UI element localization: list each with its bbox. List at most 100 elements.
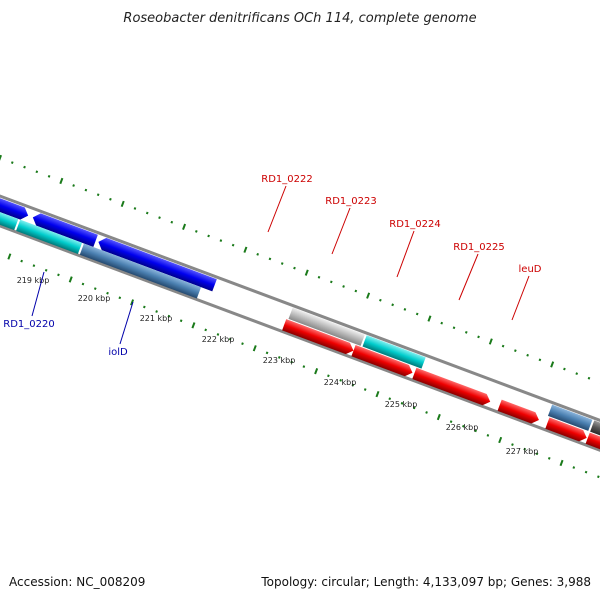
inner-tick-ring (7, 253, 600, 479)
minor-tick (20, 259, 23, 263)
minor-tick (10, 161, 14, 164)
minor-tick (317, 275, 321, 279)
minor-tick (84, 188, 88, 192)
gene-rd1-0225[interactable] (497, 399, 542, 426)
major-tick (498, 436, 503, 444)
gene-red-2[interactable] (351, 345, 414, 378)
minor-tick (204, 328, 208, 332)
gene-label-rd1-0222[interactable]: RD1_0222 (261, 174, 312, 185)
gene-blue-3[interactable] (96, 236, 217, 292)
minor-tick (339, 378, 342, 382)
leader-leud (511, 275, 530, 321)
minor-tick (327, 374, 330, 378)
minor-tick (535, 452, 539, 456)
map-strip (0, 182, 600, 465)
minor-tick (32, 264, 36, 268)
gene-iold[interactable] (79, 243, 202, 299)
major-tick (550, 361, 555, 368)
scale-labels: 219 kbp 220 kbp 221 kbp 222 kbp 223 kbp … (17, 276, 539, 456)
minor-tick (118, 296, 122, 300)
leader-rd1-0223 (331, 207, 351, 255)
major-tick (0, 154, 2, 162)
gene-cyan-1[interactable] (0, 197, 19, 231)
minor-tick (219, 239, 223, 242)
minor-tick (452, 326, 456, 330)
outer-tick-ring (0, 154, 600, 385)
minor-tick (379, 298, 382, 302)
major-tick (314, 368, 319, 375)
gene-blue-2[interactable] (31, 211, 98, 247)
minor-tick (145, 211, 149, 215)
minor-tick (170, 220, 174, 224)
gene-label-rd1-0224[interactable]: RD1_0224 (389, 219, 440, 230)
major-tick (252, 345, 257, 352)
minor-tick (293, 266, 296, 270)
scale-label: 222 kbp (202, 335, 235, 344)
minor-tick (96, 193, 100, 197)
minor-tick (302, 365, 306, 368)
backbone-outer (0, 182, 600, 438)
gene-cyan-2[interactable] (16, 219, 83, 254)
gene-labels: RD1_0220 iolD RD1_0222 RD1_0223 RD1_0224… (3, 174, 542, 358)
minor-tick (329, 280, 333, 284)
map-title: Roseobacter denitrificans OCh 114, compl… (123, 11, 476, 26)
minor-tick (464, 330, 468, 334)
minor-tick (412, 406, 416, 410)
minor-tick (81, 282, 85, 286)
major-tick (130, 299, 135, 306)
leader-rd1-0222 (267, 185, 287, 233)
minor-tick (462, 424, 465, 428)
minor-tick (290, 360, 293, 364)
gene-red-5[interactable] (545, 417, 589, 444)
minor-tick (563, 367, 566, 371)
gene-label-rd1-0220[interactable]: RD1_0220 (3, 319, 54, 330)
major-tick (182, 223, 187, 230)
gene-blue-1[interactable] (0, 185, 30, 222)
gene-rd1-0222[interactable] (288, 307, 365, 346)
gene-rd1-0223[interactable] (362, 335, 426, 369)
minor-tick (143, 305, 146, 309)
leader-lines (31, 185, 530, 345)
minor-tick (449, 420, 453, 424)
scale-label: 223 kbp (263, 356, 296, 365)
leader-rd1-0225 (458, 253, 479, 301)
gene-label-rd1-0225[interactable]: RD1_0225 (453, 242, 504, 253)
scale-label: 225 kbp (385, 400, 418, 409)
accession-text: Accession: NC_008209 (9, 575, 145, 589)
minor-tick (363, 388, 367, 391)
minor-tick (597, 475, 600, 479)
minor-tick (35, 170, 39, 174)
minor-tick (106, 291, 109, 295)
minor-tick (231, 243, 235, 247)
gene-label-rd1-0223[interactable]: RD1_0223 (325, 196, 376, 207)
minor-tick (575, 372, 579, 376)
minor-tick (511, 443, 514, 446)
minor-tick (133, 207, 137, 210)
gene-red-1[interactable] (282, 319, 356, 356)
minor-tick (241, 342, 244, 346)
minor-tick (179, 319, 183, 323)
gene-leud[interactable] (547, 404, 593, 431)
minor-tick (400, 401, 404, 405)
gene-label-iold[interactable]: iolD (108, 347, 128, 358)
minor-tick (526, 353, 529, 357)
minor-tick (403, 308, 407, 311)
minor-tick (572, 466, 576, 469)
minor-tick (195, 230, 198, 233)
major-tick (436, 413, 441, 421)
major-tick (559, 459, 564, 467)
minor-tick (44, 268, 48, 272)
minor-tick (342, 285, 345, 288)
minor-tick (277, 356, 281, 359)
scale-label: 219 kbp (17, 276, 50, 285)
major-tick (68, 276, 73, 283)
minor-tick (47, 174, 51, 178)
leader-rd1-0220 (31, 271, 45, 317)
minor-tick (388, 397, 392, 401)
minor-tick (415, 312, 419, 316)
minor-tick (584, 470, 588, 474)
gene-label-leud[interactable]: leuD (519, 264, 542, 275)
minor-tick (538, 358, 542, 362)
gene-rd1-0224[interactable] (412, 367, 492, 408)
scale-label: 220 kbp (78, 294, 111, 303)
